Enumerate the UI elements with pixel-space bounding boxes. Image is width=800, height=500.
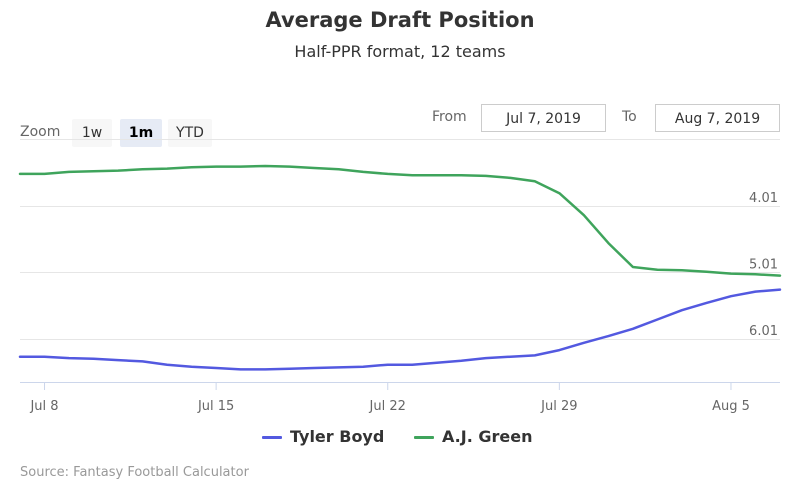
chart-title: Average Draft Position <box>265 8 535 32</box>
y-tick-label-0: 4.01 <box>749 191 778 206</box>
y-tick-label-1: 5.01 <box>749 257 778 272</box>
y-tick-label-2: 6.01 <box>749 324 778 339</box>
x-tick-label-3: Jul 29 <box>540 399 577 414</box>
range-to-input[interactable]: Aug 7, 2019 <box>655 104 780 132</box>
x-tick-label-0: Jul 8 <box>29 399 58 414</box>
series-line-a-j-green <box>18 164 782 277</box>
zoom-ytd-button[interactable]: YTD <box>168 119 212 147</box>
zoom-1m-button[interactable]: 1m <box>120 119 162 147</box>
legend-line-tyler-boyd <box>262 436 282 439</box>
zoom-label: Zoom <box>20 124 61 140</box>
legend-line-aj-green <box>414 436 434 439</box>
range-from-label: From <box>432 109 467 125</box>
source-credit: Source: Fantasy Football Calculator <box>20 465 249 480</box>
range-to-label: To <box>622 109 637 125</box>
range-from-input[interactable]: Jul 7, 2019 <box>481 104 606 132</box>
x-tick-label-2: Jul 22 <box>369 399 406 414</box>
legend-label-tyler-boyd: Tyler Boyd <box>290 427 385 446</box>
legend-label-aj-green: A.J. Green <box>442 427 533 446</box>
x-tick-label-4: Aug 5 <box>712 399 750 414</box>
zoom-1w-button[interactable]: 1w <box>72 119 112 147</box>
series-line-tyler-boyd <box>18 288 782 371</box>
chart-subtitle: Half-PPR format, 12 teams <box>294 42 506 61</box>
x-tick-label-1: Jul 15 <box>197 399 234 414</box>
